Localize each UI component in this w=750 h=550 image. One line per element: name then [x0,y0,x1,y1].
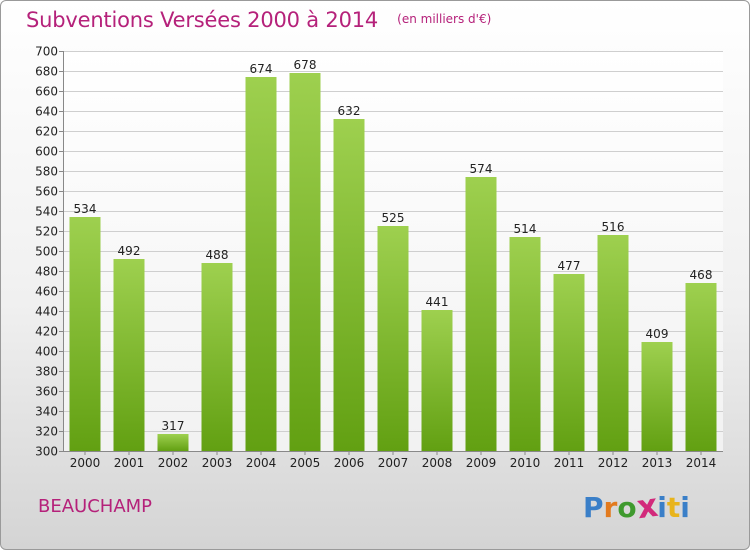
data-label: 477 [558,259,581,273]
y-tick-label: 420 [35,325,58,339]
y-tick-label: 340 [35,405,58,419]
bar-2008 [421,310,453,451]
bar-2009 [465,177,497,451]
data-label: 674 [250,62,273,76]
x-tick-label: 2011 [554,456,585,470]
x-axis-ticks: 2000 2001 2002 2003 2004 2005 2006 2007 2008 2009… [70,451,717,470]
logo-letter: i [680,491,690,524]
bar-2001 [113,259,145,451]
title-row: Subventions Versées 2000 à 2014 (en mill… [26,8,491,32]
data-label: 678 [294,58,317,72]
data-label: 574 [470,162,493,176]
bar-2006 [333,119,365,451]
x-tick-label: 2004 [246,456,277,470]
proxiti-logo: Proxiti [583,485,690,527]
logo-letter: o [617,491,637,524]
data-label: 468 [690,268,713,282]
bar-2010 [509,237,541,451]
x-tick-label: 2006 [334,456,365,470]
logo-letter: P [583,491,604,524]
x-tick-label: 2014 [686,456,717,470]
x-tick-label: 2010 [510,456,541,470]
x-tick-label: 2002 [158,456,189,470]
data-labels: 534 492 317 488 674 678 632 525 441 574 514 477 516 4… [74,58,713,433]
data-label: 317 [162,419,185,433]
x-tick-label: 2007 [378,456,409,470]
bar-2012 [597,235,629,451]
data-label: 534 [74,202,97,216]
data-label: 514 [514,222,537,236]
y-tick-label: 440 [35,305,58,319]
x-tick-label: 2005 [290,456,321,470]
y-tick-label: 640 [35,105,58,119]
y-tick-label: 620 [35,125,58,139]
bar-2002 [157,434,189,451]
logo-letter: i [657,491,667,524]
data-label: 441 [426,295,449,309]
x-tick-label: 2008 [422,456,453,470]
logo-letter: t [666,491,681,524]
data-label: 516 [602,220,625,234]
bar-2000 [69,217,101,451]
x-tick-label: 2003 [202,456,233,470]
data-label: 409 [646,327,669,341]
bar-2004 [245,77,277,451]
x-tick-label: 2000 [70,456,101,470]
bar-2003 [201,263,233,451]
bars [69,73,717,451]
x-tick-label: 2009 [466,456,497,470]
y-tick-label: 520 [35,225,58,239]
y-tick-label: 580 [35,165,58,179]
y-tick-label: 560 [35,185,58,199]
y-tick-label: 540 [35,205,58,219]
y-tick-label: 400 [35,345,58,359]
y-tick-label: 380 [35,365,58,379]
commune-name: BEAUCHAMP [38,496,153,517]
data-label: 632 [338,104,361,118]
data-label: 488 [206,248,229,262]
logo-letter: r [603,491,618,524]
y-tick-label: 700 [35,45,58,59]
y-axis-ticks: 300 320 340 360 380 400 420 440 460 480 500 520 540 5… [35,45,63,459]
chart-title: Subventions Versées 2000 à 2014 [26,8,379,32]
logo-letter: x [634,485,660,527]
data-label: 525 [382,211,405,225]
y-tick-label: 300 [35,445,58,459]
data-label: 492 [118,244,141,258]
x-tick-label: 2001 [114,456,145,470]
y-tick-label: 500 [35,245,58,259]
y-tick-label: 660 [35,85,58,99]
y-tick-label: 600 [35,145,58,159]
y-tick-label: 460 [35,285,58,299]
y-tick-label: 320 [35,425,58,439]
bar-2014 [685,283,717,451]
bar-2005 [289,73,321,451]
bar-2013 [641,342,673,451]
bar-2007 [377,226,409,451]
bar-2011 [553,274,585,451]
chart-subtitle: (en milliers d'€) [397,12,492,26]
y-tick-label: 680 [35,65,58,79]
y-tick-label: 360 [35,385,58,399]
y-tick-label: 480 [35,265,58,279]
x-tick-label: 2012 [598,456,629,470]
x-tick-label: 2013 [642,456,673,470]
